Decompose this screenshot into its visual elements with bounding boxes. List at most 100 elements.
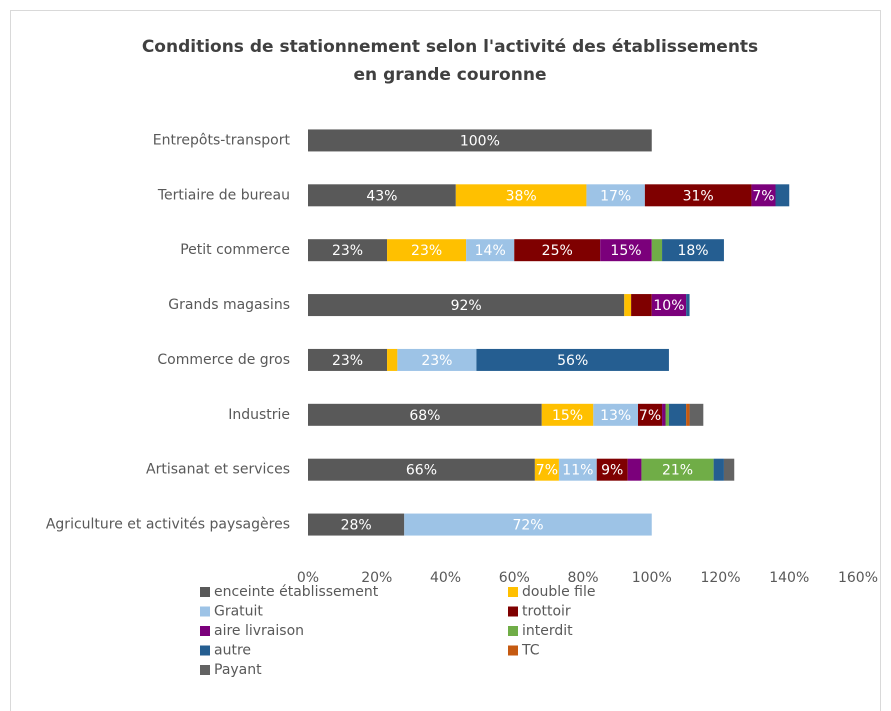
x-tick-label: 100% <box>632 570 672 586</box>
chart-title: Conditions de stationnement selon l'acti… <box>142 37 758 57</box>
chart-title: en grande couronne <box>354 65 547 85</box>
bar-segment <box>593 403 638 426</box>
y-tick-label: Commerce de gros <box>157 352 290 368</box>
data-label: 13% <box>600 408 631 424</box>
data-label: 23% <box>332 243 363 259</box>
bar-segment <box>723 458 735 481</box>
bar-segment <box>651 239 663 262</box>
bar-segment <box>686 294 690 317</box>
bar-segment <box>751 184 776 207</box>
data-label: 15% <box>610 243 641 259</box>
x-tick-label: 0% <box>297 570 319 586</box>
bar-segment <box>387 239 467 262</box>
bar-segment <box>308 294 625 317</box>
legend-label: Payant <box>214 662 262 678</box>
x-tick-label: 140% <box>769 570 809 586</box>
legend-swatch <box>200 606 210 617</box>
x-tick-label: 20% <box>361 570 392 586</box>
bar-segment <box>665 403 669 426</box>
data-label: 7% <box>752 188 774 204</box>
legend-swatch <box>508 645 518 656</box>
bar-segment <box>638 403 663 426</box>
x-tick-label: 40% <box>430 570 461 586</box>
legend-swatch <box>200 645 210 656</box>
bar-segment <box>624 294 632 317</box>
y-tick-label: Agriculture et activités paysagères <box>46 517 290 533</box>
x-tick-label: 60% <box>499 570 530 586</box>
bar-segment <box>308 348 388 371</box>
bar-segment <box>404 513 652 536</box>
data-label: 23% <box>411 243 442 259</box>
data-label: 56% <box>557 353 588 369</box>
data-label: 23% <box>332 353 363 369</box>
bar-segment <box>644 184 752 207</box>
bar-segment <box>308 184 456 207</box>
y-tick-label: Grands magasins <box>168 297 290 313</box>
data-label: 23% <box>421 353 452 369</box>
legend-swatch <box>200 626 210 636</box>
x-tick-label: 160% <box>838 570 878 586</box>
legend-label: interdit <box>522 623 573 639</box>
legend-label: enceinte établissement <box>214 584 379 600</box>
x-tick-label: 120% <box>700 570 740 586</box>
bar-segment <box>775 184 790 207</box>
bar-segment <box>600 239 652 262</box>
legend-label: trottoir <box>522 604 571 620</box>
legend-label: double file <box>522 584 596 600</box>
bar-segment <box>514 239 601 262</box>
bar-segment <box>641 458 714 481</box>
legend-label: aire livraison <box>214 623 304 639</box>
bar-segment <box>662 403 666 426</box>
bar-segment <box>534 458 559 481</box>
bar-segment <box>308 513 405 536</box>
data-label: 9% <box>601 463 623 479</box>
legend-swatch <box>200 665 210 675</box>
bar-segment <box>397 348 477 371</box>
y-tick-label: Artisanat et services <box>146 462 290 478</box>
legend-swatch <box>200 587 210 597</box>
legend-label: Gratuit <box>214 604 263 620</box>
bar-segment <box>466 239 515 262</box>
bar-segment <box>662 239 724 262</box>
bar-segment <box>308 129 652 152</box>
data-label: 18% <box>677 243 708 259</box>
data-label: 38% <box>506 188 537 204</box>
bar-segment <box>713 458 724 481</box>
data-label: 43% <box>366 188 397 204</box>
bar-segment <box>668 403 687 426</box>
data-label: 72% <box>512 518 543 534</box>
bar-segment <box>558 458 597 481</box>
data-label: 66% <box>406 463 437 479</box>
data-label: 31% <box>683 188 714 204</box>
data-label: 15% <box>552 408 583 424</box>
data-label: 7% <box>639 408 661 424</box>
data-label: 17% <box>600 188 631 204</box>
bar-segment <box>455 184 587 207</box>
bar-segment <box>586 184 645 207</box>
bar-segment <box>308 239 388 262</box>
legend-label: TC <box>521 643 540 659</box>
data-label: 10% <box>653 298 684 314</box>
x-tick-label: 80% <box>567 570 598 586</box>
legend-label: autre <box>214 643 251 659</box>
data-label: 92% <box>451 298 482 314</box>
data-label: 21% <box>662 463 693 479</box>
bar-segment <box>689 403 704 426</box>
legend-swatch <box>508 626 518 636</box>
bar-segment <box>631 294 652 317</box>
y-tick-label: Industrie <box>228 407 290 423</box>
data-label: 25% <box>542 243 573 259</box>
data-label: 68% <box>409 408 440 424</box>
bar-segment <box>651 294 687 317</box>
y-tick-label: Tertiaire de bureau <box>157 187 290 203</box>
data-label: 100% <box>460 133 500 149</box>
bar-segment <box>627 458 642 481</box>
data-label: 7% <box>536 463 558 479</box>
data-label: 28% <box>341 518 372 534</box>
y-tick-label: Petit commerce <box>180 242 290 258</box>
legend-swatch <box>508 587 518 597</box>
bar-segment <box>476 348 669 371</box>
data-label: 11% <box>562 463 593 479</box>
bar-segment <box>686 403 690 426</box>
